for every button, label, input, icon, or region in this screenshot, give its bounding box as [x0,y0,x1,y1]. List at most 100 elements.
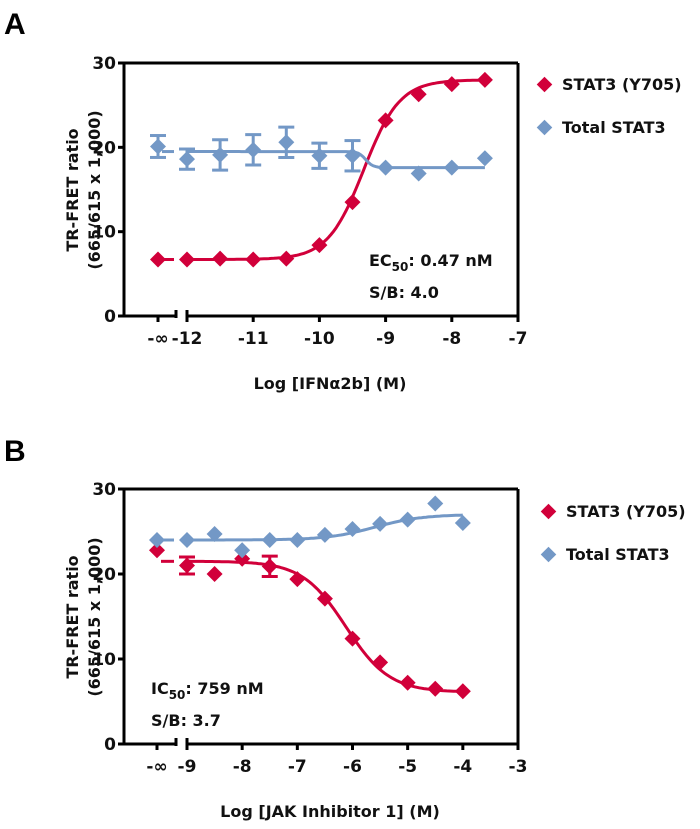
x-tick-label: -8 [442,329,461,349]
y-tick-label: 0 [104,307,116,327]
data-point-total-stat3 [234,542,251,559]
legend-marker-stat3-y705 [536,76,553,93]
x-tick-label: -7 [509,329,528,349]
x-tick-label-neg-inf: -∞ [146,757,167,777]
legend-b: STAT3 (Y705) Total STAT3 [540,502,686,564]
x-tick-label-neg-inf: -∞ [147,329,168,349]
data-point-stat3-y705 [344,630,361,647]
x-tick-label: -3 [509,757,528,777]
y-tick-label: 10 [92,650,116,670]
x-tick-label: -9 [178,757,197,777]
data-point-total-stat3 [245,141,262,158]
data-point-total-stat3 [311,147,328,164]
x-tick-label: -7 [288,757,307,777]
x-tick-label: -8 [233,757,252,777]
x-tick-label: -5 [398,757,417,777]
data-point-stat3-y705 [454,683,471,700]
data-point-stat3-y705 [212,250,229,267]
annotation-b: IC50: 759 nM S/B: 3.7 [151,679,264,730]
data-point-total-stat3 [372,515,389,532]
sb-label-b: S/B: 3.7 [151,711,221,730]
sb-label-a: S/B: 4.0 [369,283,439,302]
data-point-stat3-y705 [278,250,295,267]
x-tick-label: -11 [238,329,269,349]
x-tick-label: -9 [376,329,395,349]
ec50-label: EC50: 0.47 nM [369,251,493,274]
y-tick-label: 20 [92,565,116,585]
ic50-prefix: IC [151,679,169,698]
data-point-total-stat3 [399,511,416,528]
data-point-total-stat3 [443,159,460,176]
panel-label-a: A [4,8,26,41]
legend-label-stat3-y705: STAT3 (Y705) [566,502,686,521]
data-point-total-stat3 [289,532,306,548]
legend-marker-stat3-y705 [540,503,557,520]
data-point-total-stat3 [344,147,361,164]
data-point-neg-inf-total-stat3 [150,138,166,155]
x-tick-label: -10 [304,329,335,349]
legend-marker-total-stat3 [540,546,557,563]
ic50-label: IC50: 759 nM [151,679,264,702]
data-point-total-stat3 [212,146,229,163]
data-point-total-stat3 [410,165,427,182]
y-tick-label: 30 [92,54,116,74]
y-tick-label: 10 [92,223,116,243]
y-axis-title-a: TR-FRET ratio [63,128,82,251]
data-point-total-stat3 [206,526,223,543]
data-point-total-stat3 [179,532,195,548]
y-axis-subtitle-b: (665/615 x 1,000) [85,537,104,696]
data-point-total-stat3 [427,495,444,512]
data-point-stat3-y705 [206,566,223,582]
y-axis-title-b: TR-FRET ratio [63,555,82,678]
data-point-total-stat3 [316,526,333,543]
data-point-stat3-y705 [372,654,389,671]
legend-label-total-stat3: Total STAT3 [566,545,670,564]
data-point-neg-inf-stat3-y705 [149,542,165,559]
plot-area-b: 0 10 20 30 -∞ -9 -8 -7 -6 -5 -4 -3 [92,480,527,777]
y-axis-subtitle-a: (665/615 x 1,000) [85,110,104,269]
legend-label-stat3-y705: STAT3 (Y705) [562,75,682,94]
x-axis-title-b: Log [JAK Inhibitor 1] (M) [220,802,440,821]
data-point-total-stat3 [278,134,295,151]
panel-b: B TR-FRET ratio (665/615 x 1,000) Log [J… [4,435,686,821]
x-tick-label: -4 [453,757,472,777]
data-point-neg-inf-stat3-y705 [150,251,166,268]
data-point-stat3-y705 [311,237,328,254]
data-point-stat3-y705 [179,251,195,268]
plot-area-a: 0 10 20 30 -∞ -12 -11 -10 -9 -8 -7 [92,54,527,349]
data-point-total-stat3 [476,150,493,167]
panel-label-b: B [4,435,26,468]
data-point-stat3-y705 [427,680,444,697]
fit-curve-stat3-y705 [187,559,463,693]
data-point-stat3-y705 [234,550,251,567]
data-point-stat3-y705 [289,571,306,588]
data-point-total-stat3 [261,532,278,548]
data-point-stat3-y705 [179,557,195,574]
annotation-a: EC50: 0.47 nM S/B: 4.0 [369,251,493,302]
legend-a: STAT3 (Y705) Total STAT3 [536,75,682,137]
data-point-neg-inf-total-stat3 [149,532,165,548]
data-point-stat3-y705 [316,590,333,607]
ec50-value: : 0.47 nM [408,251,492,270]
panel-a: A TR-FRET ratio (665/615 x 1,000) Log [I… [4,8,682,393]
data-point-stat3-y705 [377,112,394,129]
data-point-stat3-y705 [410,86,427,103]
legend-marker-total-stat3 [536,119,553,136]
y-tick-label: 30 [92,480,116,500]
x-tick-label: -12 [172,329,203,349]
data-point-stat3-y705 [344,194,361,211]
data-point-stat3-y705 [476,71,493,88]
data-point-total-stat3 [344,520,361,537]
x-tick-label: -6 [343,757,362,777]
data-point-stat3-y705 [443,76,460,93]
data-point-stat3-y705 [245,251,262,268]
data-point-total-stat3 [454,515,471,531]
fit-curve-stat3-y705 [187,78,485,261]
data-point-stat3-y705 [399,674,416,691]
ec50-subscript: 50 [392,260,409,274]
data-point-total-stat3 [179,151,195,168]
ic50-subscript: 50 [169,688,186,702]
x-axis-title-a: Log [IFNα2b] (M) [254,374,407,393]
y-tick-label: 0 [104,735,116,755]
